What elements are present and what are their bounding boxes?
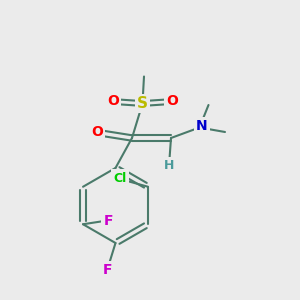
- Text: N: N: [196, 119, 208, 133]
- Text: O: O: [91, 125, 103, 139]
- Text: O: O: [166, 94, 178, 108]
- Text: Cl: Cl: [113, 172, 126, 185]
- Text: S: S: [137, 96, 148, 111]
- Text: F: F: [104, 214, 113, 228]
- Text: H: H: [164, 159, 175, 172]
- Text: F: F: [103, 263, 113, 277]
- Text: O: O: [107, 94, 119, 108]
